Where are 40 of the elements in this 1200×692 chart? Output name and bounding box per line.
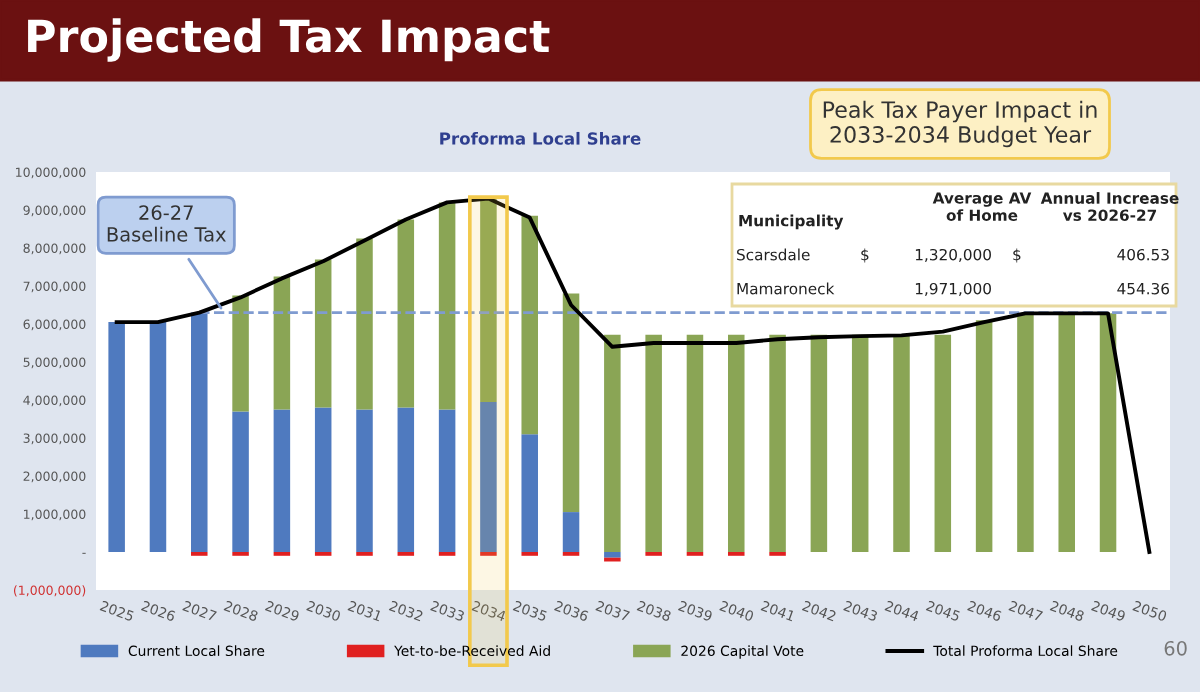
bar <box>1017 313 1034 552</box>
bar <box>893 334 910 552</box>
bar <box>604 334 621 552</box>
bar <box>975 320 993 552</box>
bar <box>480 198 497 402</box>
bar <box>521 215 538 435</box>
bar <box>232 411 249 552</box>
bar <box>438 409 456 552</box>
ref-line-label: 26-27 Baseline Tax <box>107 205 226 242</box>
bar <box>604 552 621 558</box>
bar <box>1099 313 1117 552</box>
bar <box>108 322 125 552</box>
bar <box>356 238 373 410</box>
bar <box>232 295 249 412</box>
bar <box>562 293 580 513</box>
text: Peak Tax Payer Impact in 2033-2034 Budget Year <box>823 100 1097 148</box>
bar <box>438 202 456 410</box>
bar <box>810 334 828 552</box>
bar <box>314 407 332 552</box>
bar <box>191 312 208 552</box>
bar <box>397 219 415 408</box>
bar <box>273 276 291 410</box>
bar <box>273 409 291 552</box>
bar <box>521 434 538 552</box>
bar <box>728 334 745 552</box>
bar <box>397 407 415 552</box>
bar <box>1058 313 1075 552</box>
bar <box>934 334 952 552</box>
bar <box>645 334 662 552</box>
bar <box>851 334 869 552</box>
bar <box>149 322 167 552</box>
chart-title: Projected Tax Impact <box>28 18 550 62</box>
bar <box>686 334 704 552</box>
bar <box>480 401 497 552</box>
bar <box>314 259 332 408</box>
chart-subtitle: Proforma Local Share <box>440 131 641 145</box>
text: 60 <box>1164 640 1187 656</box>
bar <box>769 334 786 552</box>
bar <box>562 512 580 552</box>
bar <box>356 409 373 552</box>
